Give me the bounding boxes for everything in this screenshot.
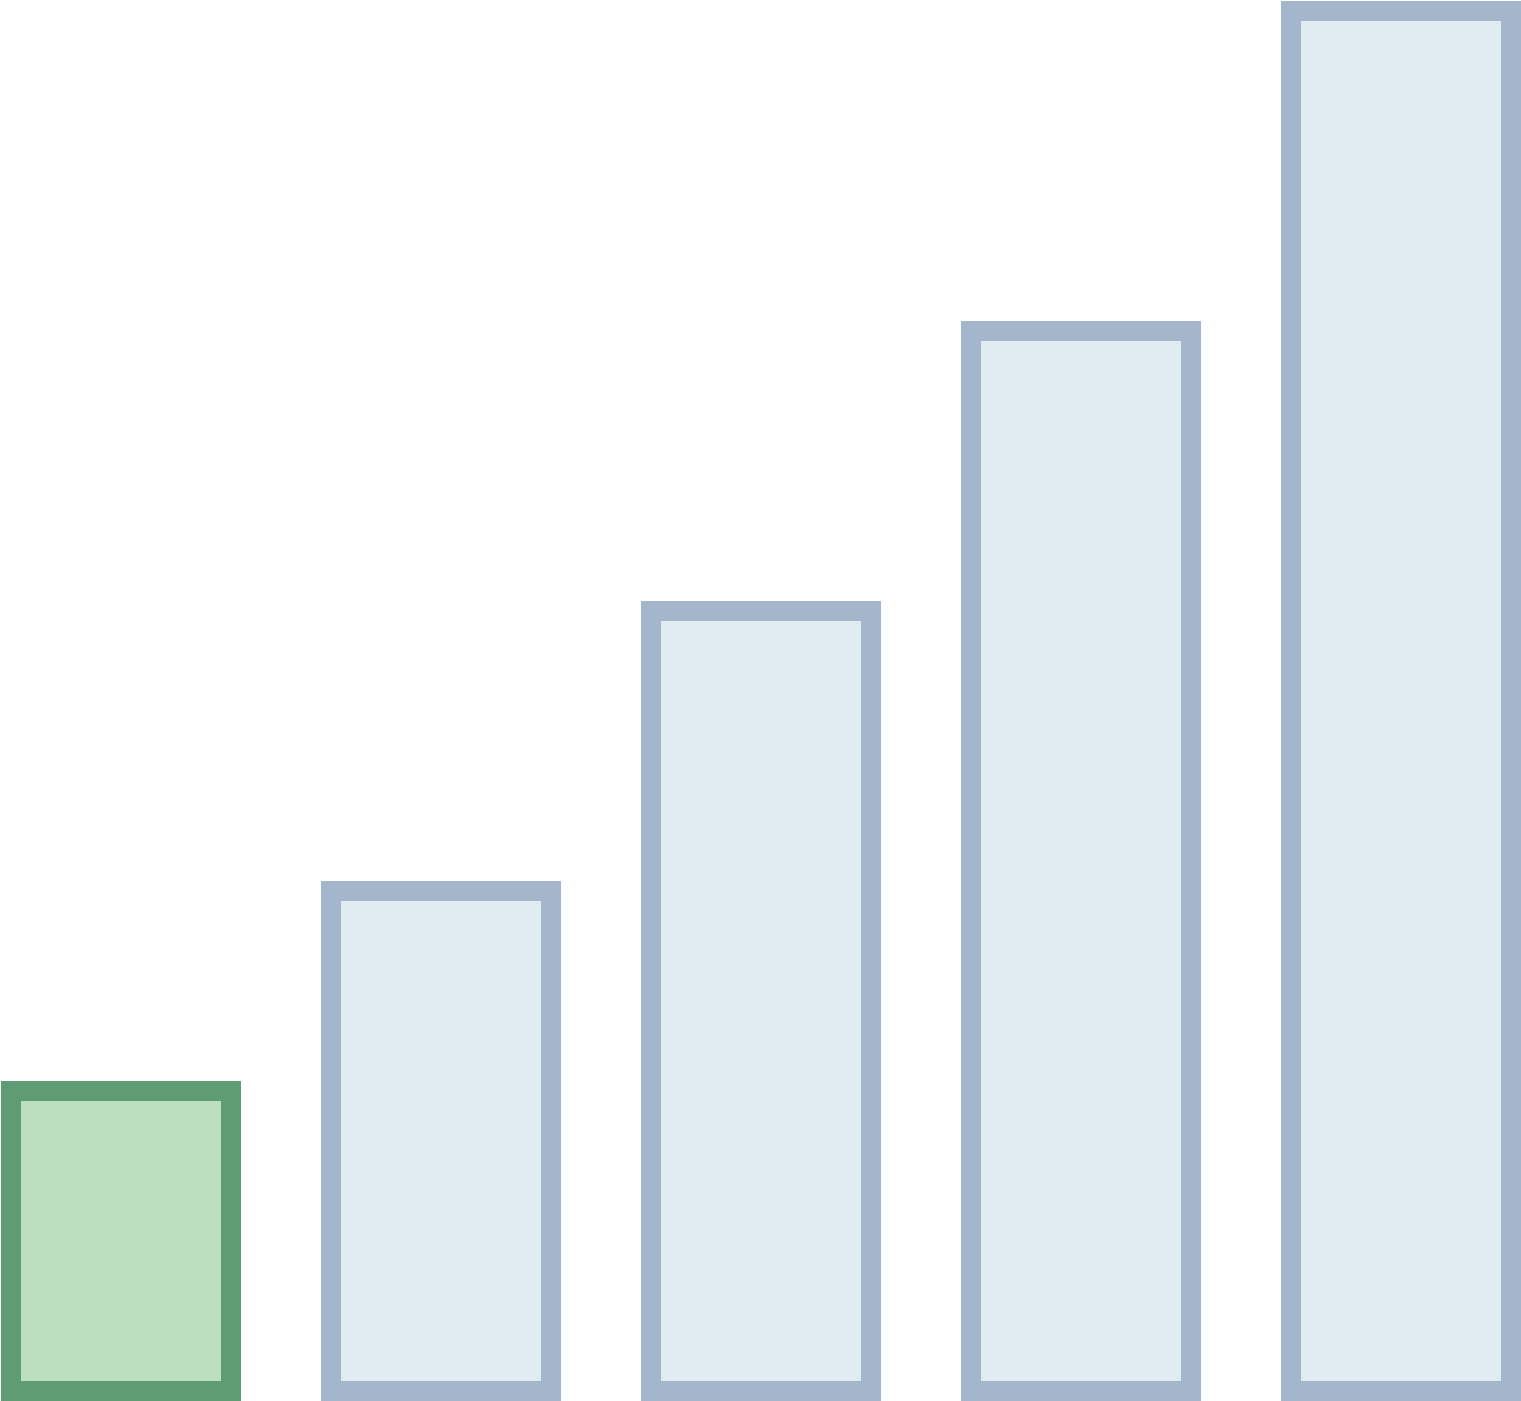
signal-bar bbox=[641, 601, 881, 1401]
signal-bar-active bbox=[1, 1081, 241, 1401]
signal-bar bbox=[1281, 1, 1521, 1401]
signal-bar bbox=[961, 321, 1201, 1401]
signal-bar bbox=[321, 881, 561, 1401]
